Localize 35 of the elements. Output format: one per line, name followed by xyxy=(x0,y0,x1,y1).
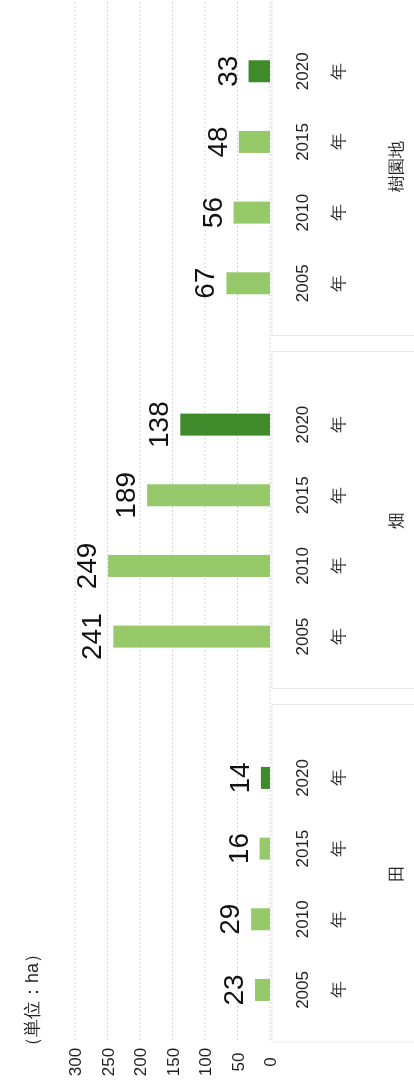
data-label: 189 xyxy=(110,471,142,519)
data-label: 56 xyxy=(196,197,228,229)
y-tick-label: 2010年 xyxy=(293,547,348,585)
data-label: 33 xyxy=(211,55,243,87)
y-axis-title: （単位：ha） xyxy=(22,944,42,1056)
data-label: 241 xyxy=(76,613,108,660)
x-tick-label: 300 xyxy=(66,1047,85,1077)
y-tick-label: 2005年 xyxy=(293,617,348,656)
x-tick-label: 0 xyxy=(261,1057,280,1067)
text: 樹園地 xyxy=(387,141,406,193)
x-tick-label: 150 xyxy=(163,1047,183,1077)
x-tick-label: 100 xyxy=(196,1047,215,1077)
x-tick-label: 250 xyxy=(98,1047,118,1077)
data-label: 29 xyxy=(214,903,246,935)
data-label: 14 xyxy=(223,762,255,794)
data-label: 138 xyxy=(143,401,175,448)
y-tick-label: 2005年 xyxy=(293,264,348,303)
text: 畑 xyxy=(387,511,406,529)
y-tick-label: 2005年 xyxy=(293,971,348,1009)
y-tick-label: 2020年 xyxy=(293,759,348,797)
data-label: 48 xyxy=(201,126,233,158)
y-tick-label: 2020年 xyxy=(293,405,348,444)
y-tick-label: 2015年 xyxy=(293,476,348,515)
text: 田 xyxy=(387,864,406,882)
x-tick-label: 50 xyxy=(228,1052,248,1072)
x-tick-label: 200 xyxy=(131,1047,150,1077)
data-label: 249 xyxy=(71,542,103,590)
y-tick-label: 2010年 xyxy=(293,193,348,232)
data-label: 67 xyxy=(189,267,221,299)
y-tick-label: 2015年 xyxy=(293,123,348,161)
y-tick-label: 2020年 xyxy=(293,52,348,91)
y-tick-label: 2015年 xyxy=(293,829,348,868)
y-tick-label: 2010年 xyxy=(293,900,348,939)
data-label: 23 xyxy=(218,974,250,1006)
data-label: 16 xyxy=(222,833,254,865)
